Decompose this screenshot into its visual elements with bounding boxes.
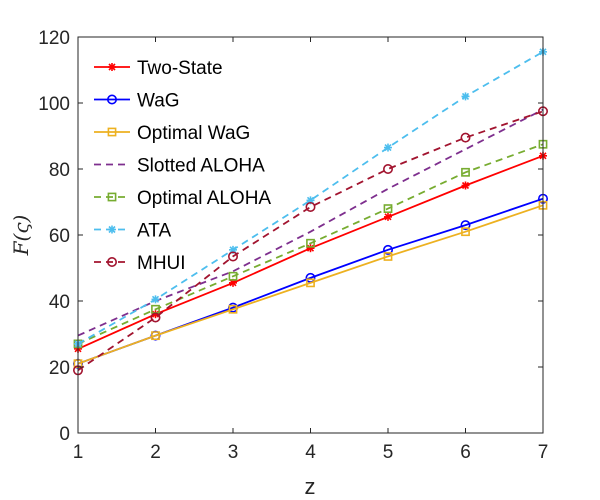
x-tick-label: 5 bbox=[383, 442, 394, 463]
data-point-ata-2 bbox=[151, 295, 160, 304]
x-axis-label: z bbox=[305, 474, 316, 499]
legend-item-mhui: MHUI bbox=[94, 253, 186, 274]
x-tick-label: 3 bbox=[228, 442, 239, 463]
legend-item-optimal-wag: Optimal WaG bbox=[94, 123, 250, 144]
data-point-two-state-5 bbox=[384, 212, 392, 221]
data-point-two-state-4 bbox=[306, 244, 315, 253]
y-tick-label: 120 bbox=[38, 28, 70, 49]
legend-item-wag: WaG bbox=[94, 91, 180, 112]
legend-marker-wag bbox=[107, 94, 118, 105]
legend-marker-optimal-wag bbox=[107, 127, 117, 137]
data-point-optimal-aloha-4 bbox=[306, 238, 315, 248]
data-point-optimal-aloha-3 bbox=[228, 271, 238, 281]
y-tick-label: 0 bbox=[59, 424, 70, 445]
legend-item-ata: ATA bbox=[94, 221, 171, 242]
x-tick-label: 2 bbox=[150, 442, 161, 463]
legend-item-two-state: Two-State bbox=[94, 58, 223, 79]
data-point-wag-6 bbox=[460, 220, 471, 231]
tick-layer: 1 2 3 4 5 6 7 0 20 40 60 80 100 120 bbox=[38, 28, 548, 463]
legend-label-two-state: Two-State bbox=[137, 58, 223, 79]
data-point-optimal-wag-2 bbox=[151, 331, 160, 341]
legend-label-ata: ATA bbox=[137, 221, 171, 242]
legend-marker-mhui bbox=[107, 256, 118, 267]
legend-marker-two-state bbox=[108, 63, 116, 71]
data-point-ata-5 bbox=[384, 143, 392, 152]
series-layer bbox=[73, 47, 548, 376]
data-point-mhui-2 bbox=[150, 312, 161, 323]
legend: Two-State WaG Optimal WaG Slotted ALOHA Opti… bbox=[94, 58, 271, 274]
y-tick-label: 20 bbox=[49, 358, 70, 379]
data-point-optimal-wag-6 bbox=[461, 227, 470, 237]
legend-label-wag: WaG bbox=[137, 91, 180, 112]
legend-item-optimal-aloha: Optimal ALOHA bbox=[94, 188, 271, 209]
legend-label-slotted-aloha: Slotted ALOHA bbox=[137, 156, 265, 177]
legend-label-optimal-aloha: Optimal ALOHA bbox=[137, 188, 271, 209]
data-point-mhui-3 bbox=[228, 251, 239, 262]
data-point-wag-5 bbox=[382, 244, 393, 255]
y-tick-label: 60 bbox=[49, 226, 70, 247]
x-tick-label: 1 bbox=[73, 442, 84, 463]
y-tick-label: 40 bbox=[49, 292, 70, 313]
legend-label-mhui: MHUI bbox=[137, 253, 186, 274]
series-line-optimal-aloha bbox=[77, 143, 544, 345]
data-point-optimal-aloha-6 bbox=[461, 167, 470, 177]
data-point-mhui-5 bbox=[382, 164, 393, 175]
x-tick-label: 7 bbox=[538, 442, 549, 463]
series-line-optimal-wag bbox=[77, 204, 544, 365]
data-point-optimal-wag-4 bbox=[306, 278, 315, 288]
legend-label-optimal-wag: Optimal WaG bbox=[137, 123, 250, 144]
data-point-two-state-6 bbox=[461, 181, 470, 190]
y-tick-label: 100 bbox=[38, 94, 70, 115]
data-point-optimal-aloha-5 bbox=[383, 204, 393, 213]
y-axis-label: F(ς) bbox=[9, 215, 33, 257]
legend-item-slotted-aloha: Slotted ALOHA bbox=[94, 156, 265, 177]
data-point-ata-6 bbox=[461, 92, 470, 101]
x-tick-label: 4 bbox=[305, 442, 316, 463]
legend-marker-ata bbox=[108, 225, 116, 234]
data-point-mhui-6 bbox=[460, 132, 471, 143]
data-point-optimal-wag-5 bbox=[383, 252, 393, 261]
x-tick-label: 6 bbox=[460, 442, 471, 463]
data-point-optimal-wag-3 bbox=[228, 304, 238, 314]
data-point-mhui-4 bbox=[305, 201, 316, 212]
legend-marker-optimal-aloha bbox=[107, 192, 117, 202]
data-point-ata-3 bbox=[229, 245, 237, 254]
y-tick-label: 80 bbox=[49, 160, 70, 181]
